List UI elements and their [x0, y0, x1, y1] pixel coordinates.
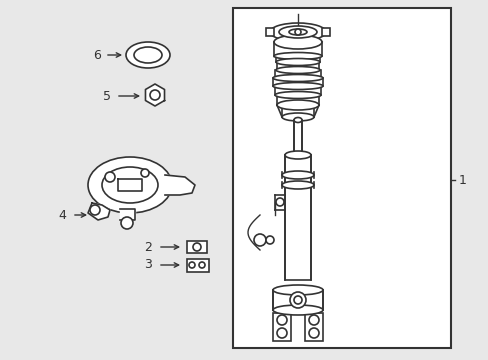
Ellipse shape: [273, 35, 321, 49]
Circle shape: [308, 328, 318, 338]
Ellipse shape: [275, 58, 319, 66]
Ellipse shape: [282, 113, 313, 121]
Ellipse shape: [126, 42, 170, 68]
Bar: [276, 95, 318, 105]
Text: 5: 5: [103, 90, 111, 103]
Bar: [186, 259, 208, 272]
Text: 3: 3: [144, 258, 152, 271]
Circle shape: [150, 90, 160, 100]
Circle shape: [275, 198, 284, 206]
Ellipse shape: [279, 26, 316, 38]
Bar: [272, 313, 290, 341]
Text: 6: 6: [93, 49, 101, 62]
Circle shape: [293, 296, 302, 304]
Bar: [276, 62, 318, 70]
Ellipse shape: [134, 47, 162, 63]
Circle shape: [276, 315, 286, 325]
Bar: [265, 28, 273, 36]
Bar: [273, 42, 321, 57]
Circle shape: [121, 217, 133, 229]
Bar: [305, 313, 323, 341]
Text: 1: 1: [458, 174, 466, 186]
Circle shape: [253, 234, 265, 246]
Polygon shape: [120, 209, 135, 220]
Polygon shape: [118, 179, 142, 191]
Circle shape: [189, 262, 195, 268]
Bar: [232, 8, 450, 348]
Ellipse shape: [282, 181, 313, 189]
Ellipse shape: [88, 157, 172, 213]
Ellipse shape: [272, 285, 323, 295]
Text: 2: 2: [144, 240, 152, 253]
Ellipse shape: [265, 236, 273, 244]
Bar: [293, 120, 302, 155]
Circle shape: [276, 328, 286, 338]
Bar: [285, 155, 310, 280]
Circle shape: [199, 262, 204, 268]
Ellipse shape: [272, 75, 323, 81]
Ellipse shape: [293, 117, 302, 122]
Circle shape: [105, 172, 115, 182]
Bar: [321, 28, 329, 36]
Ellipse shape: [276, 102, 318, 108]
Bar: [274, 70, 320, 78]
Ellipse shape: [102, 167, 158, 203]
Ellipse shape: [276, 100, 318, 110]
Ellipse shape: [288, 29, 306, 35]
Circle shape: [294, 29, 301, 35]
Ellipse shape: [285, 151, 310, 159]
Text: 4: 4: [58, 208, 66, 221]
Bar: [274, 86, 320, 95]
Bar: [282, 105, 313, 117]
Bar: [186, 241, 206, 253]
Ellipse shape: [272, 305, 323, 315]
Bar: [272, 290, 323, 310]
Ellipse shape: [282, 171, 313, 179]
Circle shape: [141, 169, 149, 177]
Circle shape: [308, 315, 318, 325]
Ellipse shape: [273, 53, 321, 59]
Polygon shape: [164, 175, 195, 195]
Ellipse shape: [274, 91, 320, 99]
Ellipse shape: [275, 67, 319, 73]
Ellipse shape: [272, 82, 323, 90]
Ellipse shape: [269, 23, 325, 41]
Polygon shape: [145, 84, 164, 106]
Circle shape: [193, 243, 201, 251]
Circle shape: [289, 292, 305, 308]
Bar: [272, 78, 323, 86]
Circle shape: [90, 205, 100, 215]
Polygon shape: [88, 203, 110, 220]
Bar: [275, 56, 319, 62]
